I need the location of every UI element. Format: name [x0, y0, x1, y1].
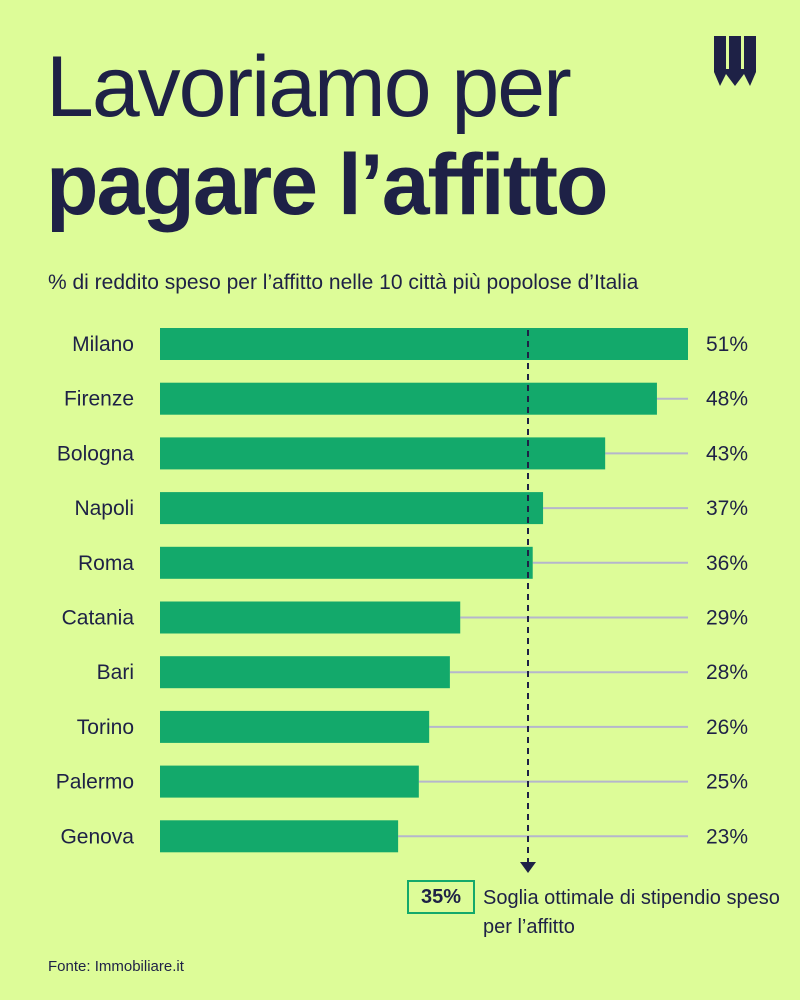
value-label: 36%	[706, 552, 748, 575]
bar	[160, 546, 533, 579]
bar	[160, 328, 688, 360]
threshold-description: Soglia ottimale di stipendio speso per l…	[483, 887, 780, 938]
page-title-line2: pagare l’affitto	[46, 137, 609, 233]
value-label: 51%	[706, 333, 748, 356]
value-label: 37%	[706, 497, 748, 520]
category-label: Milano	[72, 333, 134, 356]
category-label: Torino	[77, 716, 134, 739]
category-label: Firenze	[64, 388, 134, 411]
bar	[160, 656, 450, 689]
value-label: 29%	[706, 607, 748, 630]
category-label: Palermo	[56, 771, 134, 794]
chart-subtitle: % di reddito speso per l’affitto nelle 1…	[48, 271, 639, 294]
bar	[160, 820, 399, 853]
bar	[160, 437, 606, 470]
category-label: Napoli	[74, 497, 134, 520]
w-logo-icon	[714, 36, 756, 86]
value-label: 25%	[706, 771, 748, 794]
category-label: Bari	[97, 661, 134, 684]
category-label: Bologna	[57, 442, 134, 465]
bar	[160, 492, 544, 525]
value-label: 43%	[706, 442, 748, 465]
value-label: 48%	[706, 388, 748, 411]
value-label: 26%	[706, 716, 748, 739]
source-note: Fonte: Immobiliare.it	[48, 958, 184, 975]
value-label: 23%	[706, 825, 748, 848]
threshold-value-badge: 35%	[407, 880, 475, 914]
category-label: Roma	[78, 552, 134, 575]
page-title-line1: Lavoriamo per	[46, 39, 572, 135]
category-label: Genova	[60, 825, 134, 848]
bar	[160, 601, 461, 634]
threshold-arrow-icon	[520, 862, 536, 873]
value-label: 28%	[706, 661, 748, 684]
bar	[160, 765, 419, 798]
category-label: Catania	[62, 607, 135, 630]
bar	[160, 382, 657, 415]
bar	[160, 710, 430, 743]
